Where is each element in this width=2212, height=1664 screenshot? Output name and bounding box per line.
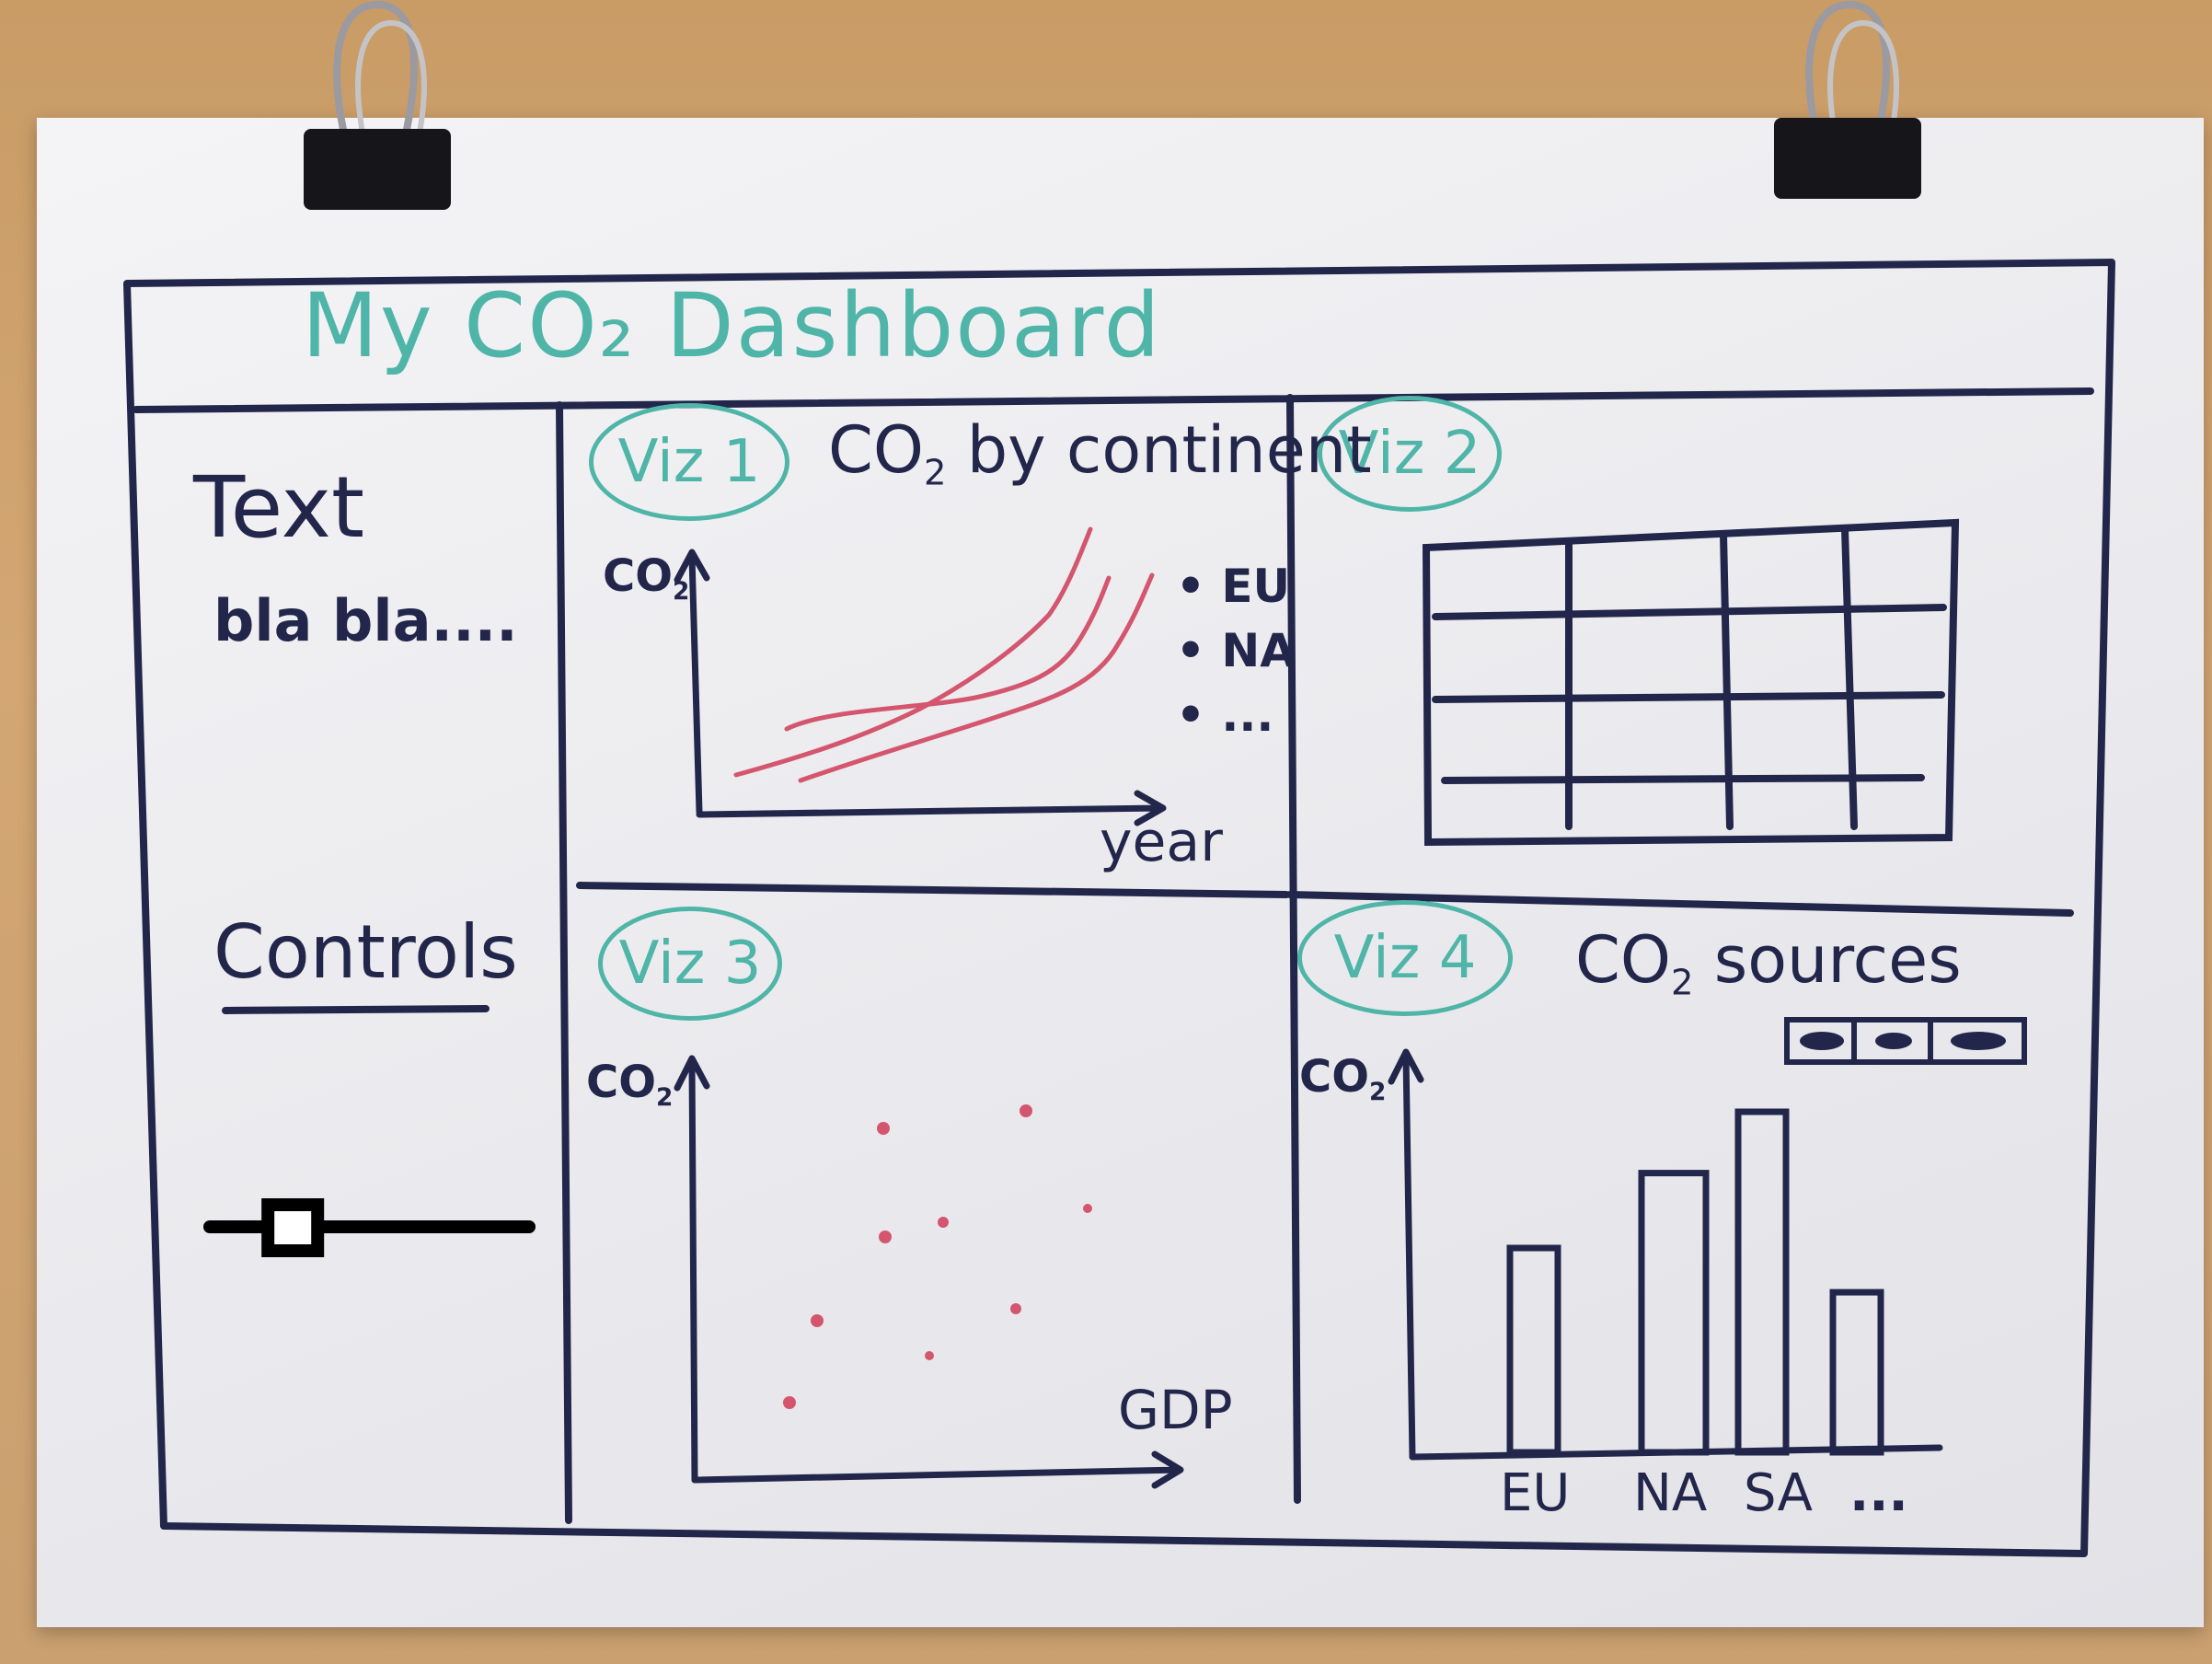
viz4-segmented-toggle[interactable] xyxy=(1784,1017,2027,1065)
viz4-toggle-option[interactable] xyxy=(1951,1032,2006,1050)
title-divider xyxy=(132,387,2094,413)
viz3-badge: Viz 3 xyxy=(598,907,782,1021)
slider-thumb[interactable] xyxy=(261,1198,325,1257)
viz1-legend-item: • EU xyxy=(1176,560,1291,613)
viz3-x-axis-label: GDP xyxy=(1118,1379,1233,1441)
viz4-x-tick-label: NA xyxy=(1633,1463,1708,1523)
viz4-y-axis-label: CO2 xyxy=(1299,1051,1387,1107)
viz4-x-tick-label: ... xyxy=(1849,1463,1908,1523)
viz4-badge: Viz 4 xyxy=(1297,900,1513,1016)
sidebar-body-text: bla bla.... xyxy=(213,587,518,654)
viz1-legend-item: • NA xyxy=(1176,624,1296,677)
sidebar-divider xyxy=(556,401,572,1524)
viz1-x-axis-label: year xyxy=(1100,810,1223,874)
sidebar-heading: Text xyxy=(193,458,365,557)
outer-frame xyxy=(123,259,2115,1557)
viz-vertical-divider xyxy=(1286,394,1301,1504)
viz-horizontal-divider-left xyxy=(576,882,1290,898)
viz-horizontal-divider-right xyxy=(1286,891,2074,917)
viz4-x-tick-label: EU xyxy=(1500,1463,1571,1523)
control-slider[interactable] xyxy=(203,1198,536,1257)
dashboard-title: My CO₂ Dashboard xyxy=(302,274,1162,377)
viz4-toggle-option[interactable] xyxy=(1875,1033,1912,1049)
viz1-badge: Viz 1 xyxy=(589,403,789,521)
viz3-y-axis-label: CO2 xyxy=(586,1057,674,1113)
viz4-x-tick-label: SA xyxy=(1744,1463,1813,1523)
viz1-title: CO2 by continent xyxy=(828,412,1372,494)
viz2-badge: Viz 2 xyxy=(1318,396,1502,512)
controls-label: Controls xyxy=(213,909,518,995)
viz1-legend-item: • ... xyxy=(1176,688,1274,742)
viz4-toggle-frame xyxy=(1784,1017,2027,1065)
viz1-y-axis-label: CO2 xyxy=(603,550,690,607)
viz4-toggle-option[interactable] xyxy=(1800,1032,1844,1050)
viz4-title: CO2 sources xyxy=(1575,922,1962,1004)
